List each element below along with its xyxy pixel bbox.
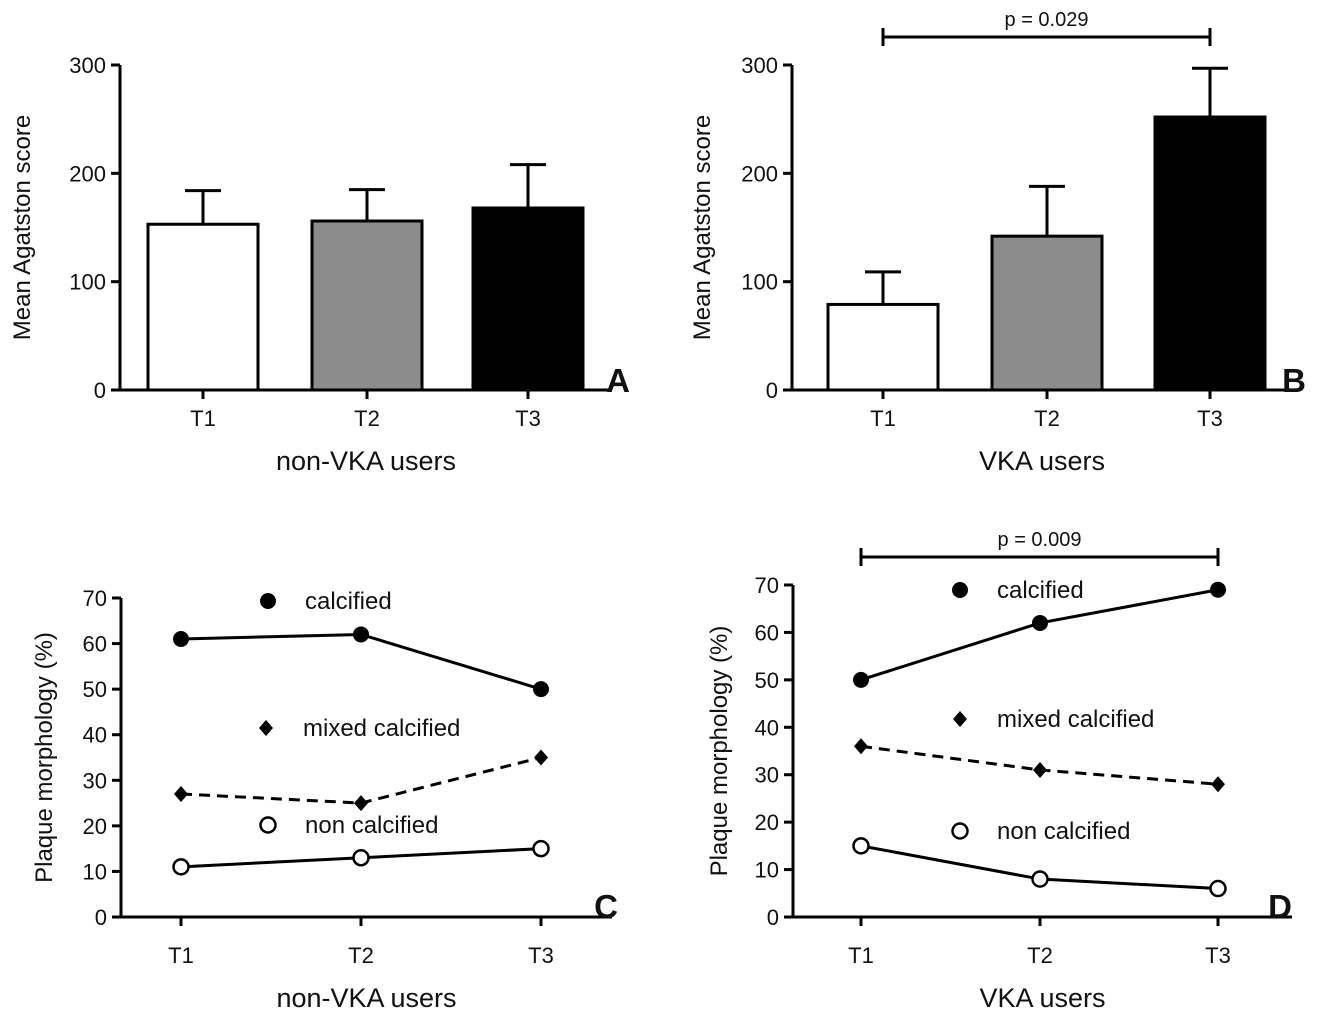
marker-diamond bbox=[259, 720, 273, 736]
bar-t3 bbox=[1153, 115, 1267, 392]
marker-filled-circle bbox=[533, 681, 549, 698]
bar-t2 bbox=[990, 234, 1104, 392]
marker-filled-circle bbox=[1032, 614, 1048, 631]
bar-t3 bbox=[471, 206, 585, 392]
marker-filled-circle bbox=[173, 631, 189, 648]
series-line-calcified bbox=[180, 632, 542, 691]
marker-diamond bbox=[854, 738, 868, 755]
legend-label: mixed calcified bbox=[303, 715, 460, 742]
marker-open-circle bbox=[352, 849, 370, 867]
y-tick-label: 20 bbox=[755, 810, 779, 835]
marker-diamond bbox=[174, 785, 188, 802]
p-value-label: p = 0.029 bbox=[1005, 9, 1089, 31]
y-tick-label: 60 bbox=[83, 632, 107, 657]
legend-label: non calcified bbox=[305, 812, 438, 839]
x-tick-label: T3 bbox=[1197, 406, 1223, 431]
bar-t1 bbox=[826, 302, 940, 392]
y-tick-label: 0 bbox=[766, 378, 778, 403]
marker-open-circle bbox=[259, 816, 277, 834]
panel-letter: A bbox=[606, 362, 630, 399]
y-tick-label: 50 bbox=[755, 668, 779, 693]
y-tick-label: 200 bbox=[69, 161, 106, 186]
panel-letter: D bbox=[1268, 888, 1292, 925]
marker-open-circle bbox=[532, 839, 550, 858]
x-tick-label: T1 bbox=[870, 406, 896, 431]
y-tick-label: 300 bbox=[741, 53, 778, 78]
panel-letter: B bbox=[1282, 362, 1306, 399]
y-tick-label: 0 bbox=[95, 905, 107, 930]
x-tick-label: T2 bbox=[354, 406, 380, 431]
y-tick-label: 0 bbox=[94, 378, 106, 403]
y-tick-label: 40 bbox=[83, 723, 107, 748]
x-tick-label: T3 bbox=[515, 406, 541, 431]
y-tick-label: 0 bbox=[767, 905, 779, 930]
y-tick-label: 30 bbox=[755, 763, 779, 788]
y-axis-label: Plaque morphology (%) bbox=[31, 632, 58, 883]
panel-a-bar-chart: 0 100 200 300 T1 T2 T3 non-VKA users Mean Agatst… bbox=[9, 53, 630, 476]
y-axis-label: Mean Agatston score bbox=[9, 115, 36, 340]
marker-diamond bbox=[354, 795, 368, 812]
y-axis-label: Mean Agatston score bbox=[689, 115, 716, 340]
marker-filled-circle bbox=[260, 593, 276, 609]
legend-label: non calcified bbox=[997, 818, 1130, 845]
y-tick-label: 10 bbox=[83, 859, 107, 884]
y-tick-label: 100 bbox=[69, 270, 106, 295]
x-tick-label: T1 bbox=[168, 943, 194, 968]
y-tick-label: 60 bbox=[755, 620, 779, 645]
marker-diamond bbox=[1033, 761, 1047, 778]
marker-diamond bbox=[1211, 776, 1225, 793]
y-tick-label: 30 bbox=[83, 768, 107, 793]
panel-d-line-chart: 0 10 20 30 40 50 60 70 T1 T2 T3 VKA users Plaque mor… bbox=[706, 529, 1292, 1013]
x-tick-label: T1 bbox=[190, 406, 216, 431]
marker-filled-circle bbox=[952, 582, 968, 598]
x-tick-label: T3 bbox=[1205, 943, 1231, 968]
legend-label: calcified bbox=[305, 588, 392, 615]
y-tick-label: 50 bbox=[83, 677, 107, 702]
y-tick-label: 10 bbox=[755, 858, 779, 883]
legend-label: mixed calcified bbox=[997, 706, 1154, 733]
x-axis-label: non-VKA users bbox=[276, 983, 456, 1013]
marker-filled-circle bbox=[853, 671, 869, 688]
x-tick-label: T2 bbox=[1027, 943, 1053, 968]
marker-filled-circle bbox=[353, 626, 369, 643]
y-tick-label: 70 bbox=[755, 573, 779, 598]
panel-letter: C bbox=[594, 888, 618, 925]
panel-b-bar-chart: 0 100 200 300 T1 T2 T3 VKA users Mean Agatston s… bbox=[689, 9, 1306, 476]
marker-open-circle bbox=[1031, 870, 1049, 888]
p-value-label: p = 0.009 bbox=[998, 529, 1082, 551]
y-tick-label: 200 bbox=[741, 161, 778, 186]
x-axis-label: VKA users bbox=[979, 446, 1105, 476]
marker-open-circle bbox=[172, 858, 190, 876]
marker-open-circle bbox=[852, 837, 870, 855]
marker-filled-circle bbox=[1210, 581, 1226, 598]
marker-diamond bbox=[534, 749, 548, 766]
y-tick-label: 100 bbox=[741, 270, 778, 295]
y-tick-label: 20 bbox=[83, 814, 107, 839]
x-tick-label: T2 bbox=[348, 943, 374, 968]
x-tick-label: T2 bbox=[1034, 406, 1060, 431]
marker-open-circle bbox=[1209, 879, 1227, 898]
y-tick-label: 300 bbox=[69, 53, 106, 78]
x-axis-label: VKA users bbox=[979, 983, 1105, 1013]
y-tick-label: 70 bbox=[83, 586, 107, 611]
marker-diamond bbox=[953, 711, 967, 727]
bar-t1 bbox=[146, 222, 260, 392]
x-tick-label: T3 bbox=[528, 943, 554, 968]
y-axis-label: Plaque morphology (%) bbox=[706, 626, 733, 877]
legend-label: calcified bbox=[997, 577, 1084, 604]
bar-t2 bbox=[310, 219, 424, 392]
panel-c-line-chart: 0 10 20 30 40 50 60 70 T1 T2 T3 non-VKA users Plaque… bbox=[31, 586, 618, 1013]
y-tick-label: 40 bbox=[755, 715, 779, 740]
marker-open-circle bbox=[951, 822, 969, 840]
x-tick-label: T1 bbox=[848, 943, 874, 968]
x-axis-label: non-VKA users bbox=[276, 446, 456, 476]
